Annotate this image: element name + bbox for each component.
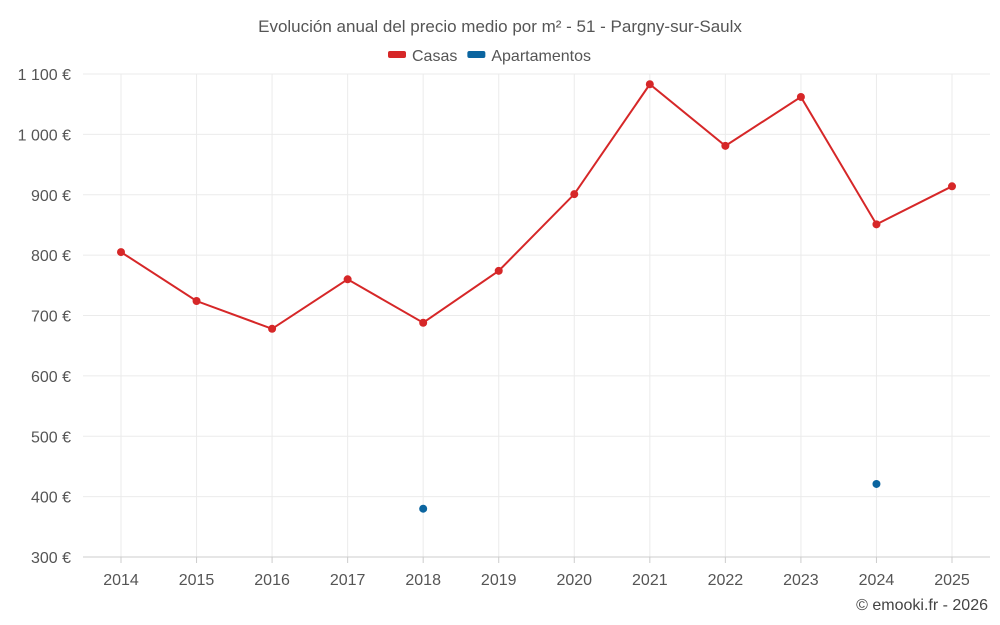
x-tick-label: 2022 [708, 572, 744, 589]
x-tick-label: 2025 [934, 572, 970, 589]
data-point-casas [721, 141, 730, 150]
x-tick-label: 2023 [783, 572, 819, 589]
series [117, 80, 956, 513]
y-tick-label: 1 100 € [18, 67, 71, 84]
data-point-casas [948, 182, 956, 191]
y-tick-label: 600 € [31, 369, 71, 386]
data-point-casas [645, 80, 654, 89]
series-line-casas [120, 82, 953, 330]
x-tick-label: 2018 [405, 572, 441, 589]
y-tick-label: 800 € [31, 248, 71, 265]
data-point-casas [796, 92, 805, 101]
x-tick-label: 2024 [859, 572, 895, 589]
data-point-casas [117, 248, 125, 257]
credit-text: © emooki.fr - 2026 [856, 597, 988, 614]
legend-label: Casas [412, 48, 457, 65]
y-tick-label: 500 € [31, 429, 71, 446]
x-tick-label: 2021 [632, 572, 668, 589]
data-point-casas [872, 220, 881, 229]
legend-label: Apartamentos [491, 48, 591, 65]
legend: Casas Apartamentos [388, 48, 591, 65]
data-point-apartamentos [872, 479, 881, 488]
data-point-casas [570, 190, 579, 199]
legend-swatch [388, 51, 406, 58]
y-tick-label: 900 € [31, 188, 71, 205]
y-tick-label: 1 000 € [18, 127, 71, 144]
grid [83, 73, 990, 558]
x-tick-label: 2015 [179, 572, 215, 589]
y-tick-label: 400 € [31, 490, 71, 507]
x-tick-label: 2019 [481, 572, 517, 589]
data-point-casas [192, 297, 201, 306]
data-point-casas [343, 275, 352, 284]
data-point-casas [494, 266, 503, 275]
data-point-casas [419, 318, 428, 327]
x-tick-label: 2017 [330, 572, 366, 589]
data-point-casas [268, 324, 277, 333]
x-tick-label: 2014 [103, 572, 139, 589]
legend-swatch [467, 51, 486, 58]
y-tick-label: 300 € [31, 550, 71, 567]
axes: 300 € 400 € 500 € 600 € 700 € 800 € 900 € 1 000… [18, 67, 990, 589]
x-tick-label: 2020 [556, 572, 592, 589]
y-tick-label: 700 € [31, 309, 71, 326]
x-tick-label: 2016 [254, 572, 290, 589]
data-point-apartamentos [419, 504, 428, 513]
chart-title: Evolución anual del precio medio por m² … [258, 17, 742, 36]
